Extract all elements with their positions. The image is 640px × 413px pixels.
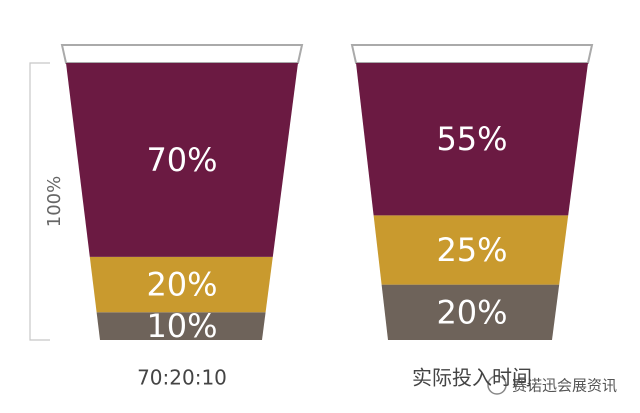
- cup-segment: [381, 284, 560, 340]
- cup-segment: [96, 312, 266, 340]
- category-label: 70:20:10: [137, 366, 227, 390]
- value-label: 25%: [436, 231, 507, 269]
- watermark: 赛诺迅会展资讯: [487, 375, 617, 395]
- value-label: 55%: [436, 120, 507, 158]
- watermark-icon: [487, 375, 507, 395]
- value-label: 70%: [146, 141, 217, 179]
- value-label: 20%: [436, 293, 507, 331]
- cup-rim: [60, 44, 304, 64]
- cup-segment: [356, 63, 588, 216]
- cup-rim: [350, 44, 594, 64]
- total-bracket: [29, 62, 50, 341]
- value-label: 20%: [146, 266, 217, 304]
- value-label: 10%: [146, 307, 217, 345]
- cup-segment: [66, 63, 298, 257]
- category-label: 实际投入时间: [412, 366, 532, 390]
- watermark-text: 赛诺迅会展资讯: [512, 377, 617, 395]
- total-label: 100%: [44, 176, 65, 227]
- cup-segment: [373, 215, 569, 285]
- cup-segment: [89, 256, 273, 313]
